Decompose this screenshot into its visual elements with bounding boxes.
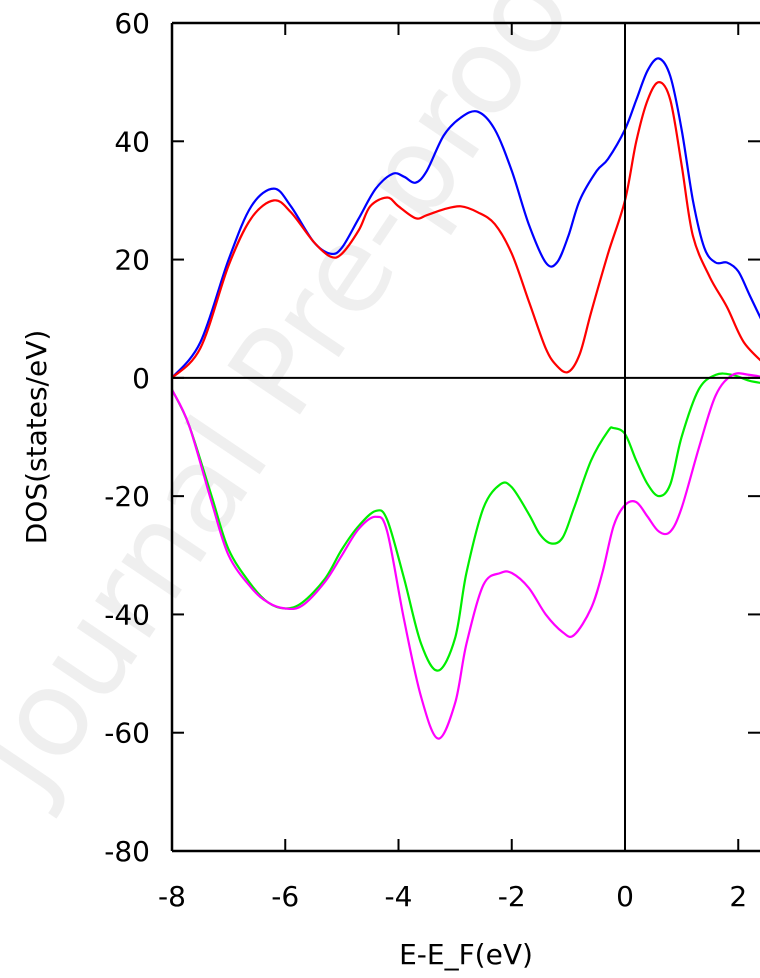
x-axis-title: E-E_F(eV) — [399, 938, 533, 971]
x-tick-label: 0 — [616, 880, 634, 913]
series-line-2 — [172, 81, 760, 379]
y-tick-label: -80 — [104, 835, 150, 868]
watermark: Journal Pre-proof — [0, 0, 624, 822]
x-tick-label: -2 — [498, 880, 526, 913]
y-tick-label: -40 — [104, 598, 150, 631]
y-tick-label: 20 — [114, 244, 150, 277]
y-tick-label: 60 — [114, 7, 150, 40]
y-ticks: 60 40 20 0 -20 -40 -60 -80 — [104, 7, 760, 868]
y-tick-label: -60 — [104, 717, 150, 750]
series-line-4 — [172, 372, 760, 740]
y-tick-label: -20 — [104, 480, 150, 513]
x-tick-label: -8 — [158, 880, 186, 913]
series-layer — [172, 57, 760, 740]
x-tick-label: -6 — [271, 880, 299, 913]
x-tick-label: 2 — [729, 880, 747, 913]
series-line-3 — [172, 372, 760, 672]
y-tick-label: 40 — [114, 125, 150, 158]
x-ticks: -8 -6 -4 -2 0 2 — [158, 23, 747, 913]
y-axis-title: DOS(states/eV) — [20, 330, 53, 545]
plot-frame — [170, 21, 760, 853]
y-tick-label: 0 — [132, 362, 150, 395]
x-tick-label: -4 — [385, 880, 413, 913]
